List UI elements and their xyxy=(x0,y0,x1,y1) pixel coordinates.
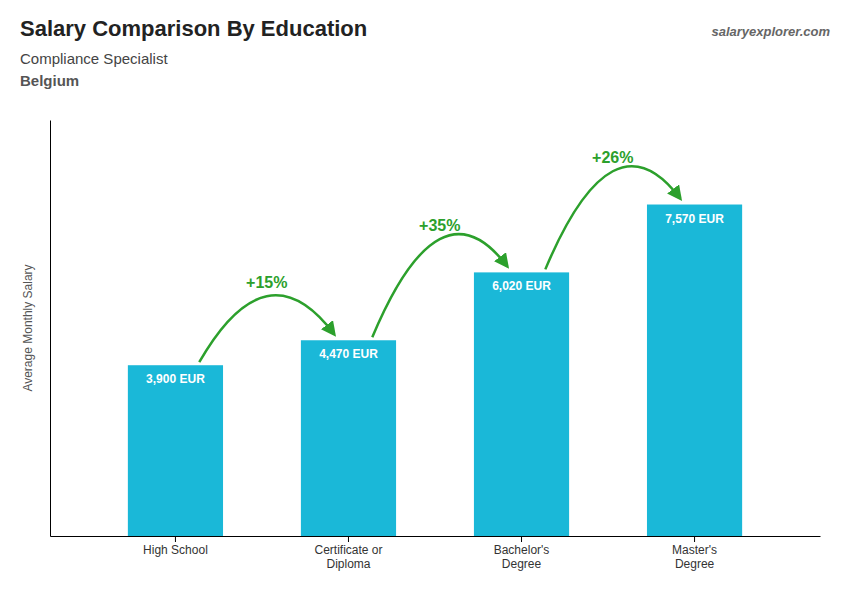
x-axis-line xyxy=(51,536,821,537)
data-label: 3,900 EUR xyxy=(146,372,205,386)
x-tick-label-line: Master's xyxy=(672,543,717,557)
x-tick-label-line: High School xyxy=(143,543,208,557)
x-tick-mark xyxy=(694,536,695,542)
bar xyxy=(128,365,223,536)
x-tick-mark xyxy=(521,536,522,542)
chart: Salary Comparison By Education Compliance… xyxy=(0,0,850,606)
x-tick: Bachelor'sDegree xyxy=(494,536,550,571)
x-tick-label-line: Bachelor's xyxy=(494,543,550,557)
y-axis xyxy=(50,121,51,537)
data-label: 7,570 EUR xyxy=(665,212,724,226)
x-tick-label-line: Certificate or xyxy=(314,543,382,557)
arrow xyxy=(199,295,334,362)
x-tick-mark xyxy=(348,536,349,542)
subtitle: Compliance Specialist xyxy=(20,50,168,67)
bar xyxy=(301,340,396,536)
bar xyxy=(647,205,742,536)
bars xyxy=(128,205,742,536)
bar xyxy=(474,272,569,536)
data-label: 6,020 EUR xyxy=(492,279,551,293)
subtitle: Belgium xyxy=(20,72,79,89)
annotations: +15% +35% +26% xyxy=(199,149,680,362)
annotation: +26% xyxy=(592,149,633,166)
x-tick-label: High School xyxy=(143,543,208,557)
x-tick-mark xyxy=(175,536,176,542)
title: Salary Comparison By Education xyxy=(20,16,367,41)
x-tick-label: Certificate orDiploma xyxy=(314,543,382,571)
source: salaryexplorer.com xyxy=(711,24,830,39)
annotation: +35% xyxy=(419,217,460,234)
x-tick: Certificate orDiploma xyxy=(314,536,382,571)
x-tick-label: Bachelor'sDegree xyxy=(494,543,550,571)
y-label: Average Monthly Salary xyxy=(21,264,35,391)
arrow xyxy=(372,234,507,337)
data-labels: 3,900 EUR 4,470 EUR 6,020 EUR 7,570 EUR xyxy=(146,212,724,387)
data-label: 4,470 EUR xyxy=(319,347,378,361)
x-tick: High School xyxy=(143,536,208,557)
x-tick-label: Master'sDegree xyxy=(672,543,717,571)
plot: 3,900 EUR4,470 EUR6,020 EUR7,570 EUR+15%… xyxy=(21,121,821,571)
arrow xyxy=(545,166,680,269)
x-tick-label-line: Degree xyxy=(675,557,715,571)
x-tick-label-line: Degree xyxy=(502,557,542,571)
x-axis: High School Certificate orDiploma Bachelor… xyxy=(51,536,821,571)
x-tick: Master'sDegree xyxy=(672,536,717,571)
x-tick-label-line: Diploma xyxy=(326,557,370,571)
y-axis-line xyxy=(50,121,51,537)
annotation: +15% xyxy=(246,274,287,291)
